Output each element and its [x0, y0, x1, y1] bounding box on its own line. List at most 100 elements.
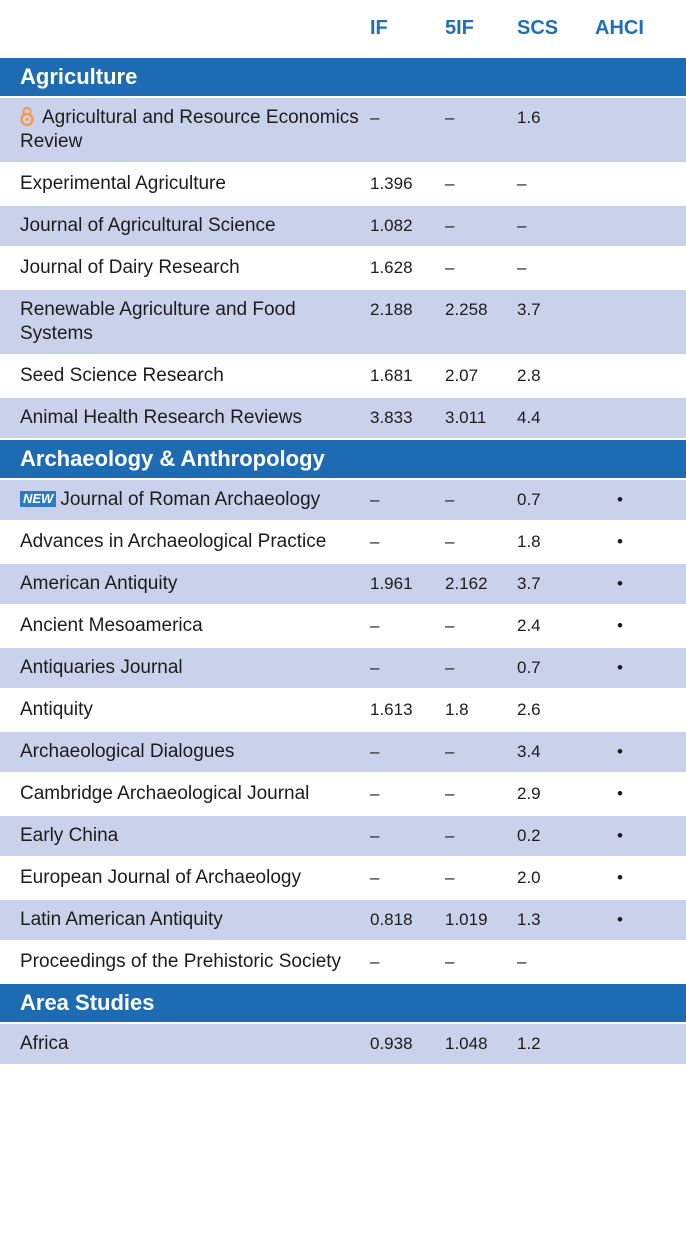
metric-cell: – — [445, 98, 517, 162]
journal-name: Journal of Agricultural Science — [0, 206, 370, 246]
metric-value: – — [370, 952, 380, 971]
metric-cell: 2.07 — [445, 356, 517, 396]
metric-value: 1.082 — [370, 216, 413, 235]
metric-value: 1.396 — [370, 174, 413, 193]
metric-value: – — [370, 108, 380, 127]
metric-value: 1.6 — [517, 108, 541, 127]
metric-value: – — [517, 258, 527, 277]
journal-name: Latin American Antiquity — [0, 900, 370, 940]
metric-cell: • — [595, 480, 686, 520]
metric-value: • — [617, 532, 623, 551]
metric-cell: • — [595, 564, 686, 604]
metric-cell: 0.7 — [517, 648, 595, 688]
journal-row: Advances in Archaeological Practice – – 1.8… — [0, 522, 686, 564]
column-header: SCS — [517, 17, 559, 39]
journal-row: Animal Health Research Reviews 3.833 3.011… — [0, 398, 686, 440]
metric-cell: – — [445, 774, 517, 814]
metric-value: – — [517, 952, 527, 971]
journal-name: Antiquity — [0, 690, 370, 730]
metric-cell — [595, 164, 686, 204]
metric-cell — [595, 98, 686, 162]
journal-name: Renewable Agriculture and Food Systems — [0, 290, 370, 354]
metric-value: 1.2 — [517, 1034, 541, 1053]
journal-title: Early China — [20, 825, 119, 846]
metric-value: • — [617, 616, 623, 635]
header-row: IF 5IF SCS AHCI — [0, 0, 686, 58]
metric-cell: – — [517, 206, 595, 246]
metric-value: 3.833 — [370, 408, 413, 427]
metric-value: 3.7 — [517, 574, 541, 593]
metric-value: 2.07 — [445, 366, 479, 385]
metric-value: 1.8 — [517, 532, 541, 551]
metric-value: – — [445, 658, 455, 677]
metric-value: 2.9 — [517, 784, 541, 803]
metric-value: 3.4 — [517, 742, 541, 761]
metric-value: – — [445, 868, 455, 887]
metric-cell — [595, 1024, 686, 1064]
metric-cell: 1.396 — [370, 164, 445, 204]
metric-cell: 3.7 — [517, 290, 595, 354]
journal-title: Seed Science Research — [20, 365, 224, 386]
journal-title: Journal of Agricultural Science — [20, 215, 276, 236]
metric-cell: 2.8 — [517, 356, 595, 396]
journal-row: Journal of Dairy Research 1.628 – – — [0, 248, 686, 290]
metric-cell: 2.4 — [517, 606, 595, 646]
metric-value: 1.613 — [370, 700, 413, 719]
metric-value: – — [445, 784, 455, 803]
metric-cell: 1.8 — [445, 690, 517, 730]
metric-value: – — [445, 216, 455, 235]
metric-cell: 2.6 — [517, 690, 595, 730]
metric-value: 0.7 — [517, 490, 541, 509]
metric-cell: 0.7 — [517, 480, 595, 520]
metric-cell: • — [595, 900, 686, 940]
metric-value: 0.7 — [517, 658, 541, 677]
metric-value: 1.019 — [445, 910, 488, 929]
journal-name: Animal Health Research Reviews — [0, 398, 370, 438]
journal-row: Antiquaries Journal – – 0.7 • — [0, 648, 686, 690]
journal-name: Ancient Mesoamerica — [0, 606, 370, 646]
metric-cell: 1.613 — [370, 690, 445, 730]
metric-cell: • — [595, 858, 686, 898]
metric-cell: 2.258 — [445, 290, 517, 354]
metric-value: 2.188 — [370, 300, 413, 319]
metric-value: – — [445, 258, 455, 277]
metric-value: 1.628 — [370, 258, 413, 277]
metric-cell: – — [445, 248, 517, 288]
journal-name: Seed Science Research — [0, 356, 370, 396]
metric-cell: 1.961 — [370, 564, 445, 604]
metric-value: 2.0 — [517, 868, 541, 887]
metric-cell: 3.4 — [517, 732, 595, 772]
metric-value: 2.8 — [517, 366, 541, 385]
metric-cell — [595, 398, 686, 438]
metric-value: 1.3 — [517, 910, 541, 929]
metric-value: • — [617, 910, 623, 929]
journal-title: Agricultural and Resource Economics Revi… — [20, 107, 359, 152]
metric-value: 2.162 — [445, 574, 488, 593]
metric-cell: 2.188 — [370, 290, 445, 354]
metric-cell: – — [445, 816, 517, 856]
metric-value: – — [517, 174, 527, 193]
metric-value: – — [370, 868, 380, 887]
metric-value: 3.7 — [517, 300, 541, 319]
metric-value: 2.258 — [445, 300, 488, 319]
metric-value: 0.2 — [517, 826, 541, 845]
spacer — [0, 20, 370, 36]
journal-title: Antiquaries Journal — [20, 657, 183, 678]
journal-row: Seed Science Research 1.681 2.07 2.8 — [0, 356, 686, 398]
column-header: AHCI — [595, 17, 644, 39]
metric-value: 1.8 — [445, 700, 469, 719]
metric-value: – — [445, 952, 455, 971]
journal-row: Ancient Mesoamerica – – 2.4 • — [0, 606, 686, 648]
metric-value: 1.048 — [445, 1034, 488, 1053]
metric-cell: – — [445, 522, 517, 562]
metric-cell: – — [445, 206, 517, 246]
metric-cell: • — [595, 774, 686, 814]
journal-row: Experimental Agriculture 1.396 – – — [0, 164, 686, 206]
metric-value: • — [617, 658, 623, 677]
journal-name: Early China — [0, 816, 370, 856]
metric-cell: – — [517, 942, 595, 982]
metric-cell: – — [445, 164, 517, 204]
journal-title: Africa — [20, 1033, 69, 1054]
metric-cell: – — [445, 858, 517, 898]
journal-title: Experimental Agriculture — [20, 173, 226, 194]
